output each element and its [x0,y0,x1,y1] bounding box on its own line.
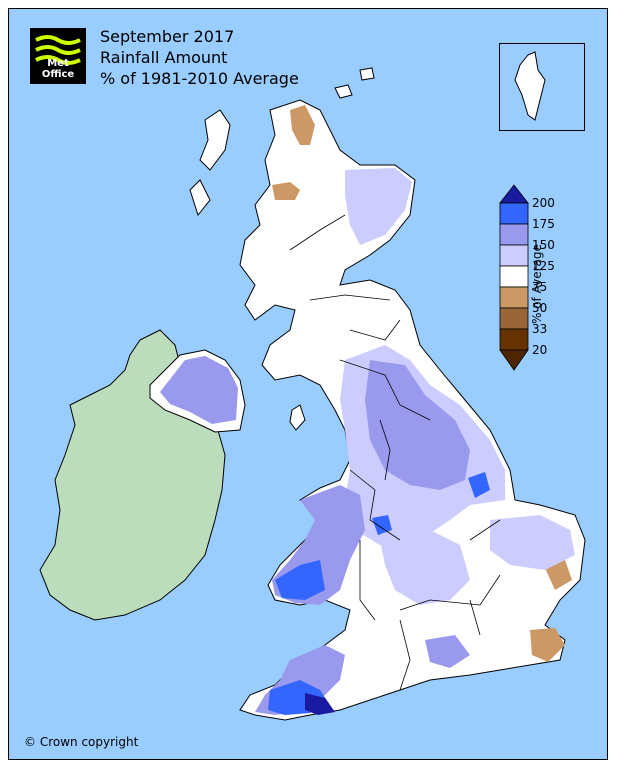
legend-swatch-175 [499,202,529,225]
isle-of-man [289,404,306,431]
devon-wet-extreme [305,693,335,715]
region-boundaries [289,214,501,691]
lincolnshire-wet-high [468,472,490,498]
scotland-dry-patch [290,105,315,145]
legend-label-125: 125 [532,259,555,273]
midlands-wet [380,530,470,605]
ne-scotland-wet [345,168,412,245]
east-anglia-wet [490,515,575,570]
legend-swatch-125 [499,244,529,267]
legend-label-200: 200 [532,196,555,210]
north-england-wet-mid [365,360,470,490]
legend-label-33: 33 [532,322,548,336]
east-anglia-dry [545,560,572,590]
orkney-islands [334,67,375,99]
scotland-dry-patch-2 [272,182,300,200]
met-office-logo-icon [35,35,81,65]
legend-swatch-20 [499,328,529,351]
legend-swatch-150 [499,223,529,246]
legend-label-50: 50 [532,301,548,315]
legend-label-175: 175 [532,217,555,231]
legend-swatch-bottom-arrow [499,349,529,371]
northern-ireland-wet [160,356,238,424]
title-line-1: September 2017 [100,27,235,46]
met-office-logo: Met Office [30,28,86,84]
wales-wet-high [275,560,325,600]
shetland-inset-box [499,43,585,131]
map-title: September 2017 Rainfall Amount % of 1981… [100,26,299,89]
title-line-3: % of 1981-2010 Average [100,69,299,88]
legend-label-150: 150 [532,238,555,252]
kent-dry [530,628,565,662]
legend-title: % of Average [530,244,544,324]
legend-swatch-33 [499,307,529,330]
legend-swatch-top-arrow [499,184,529,204]
shetland-islands [514,51,546,121]
met-office-logo-text: Met Office [41,58,75,80]
legend-bar [499,184,529,371]
legend-swatch-50 [499,286,529,309]
legend-label-75: 75 [532,280,548,294]
legend-label-20: 20 [532,343,548,357]
dorset-wet [425,635,470,668]
legend-swatch-75 [499,265,529,288]
title-line-2: Rainfall Amount [100,48,228,67]
copyright-text: © Crown copyright [24,735,139,749]
midlands-wet-high [372,515,392,535]
hebrides-islands [189,109,231,217]
